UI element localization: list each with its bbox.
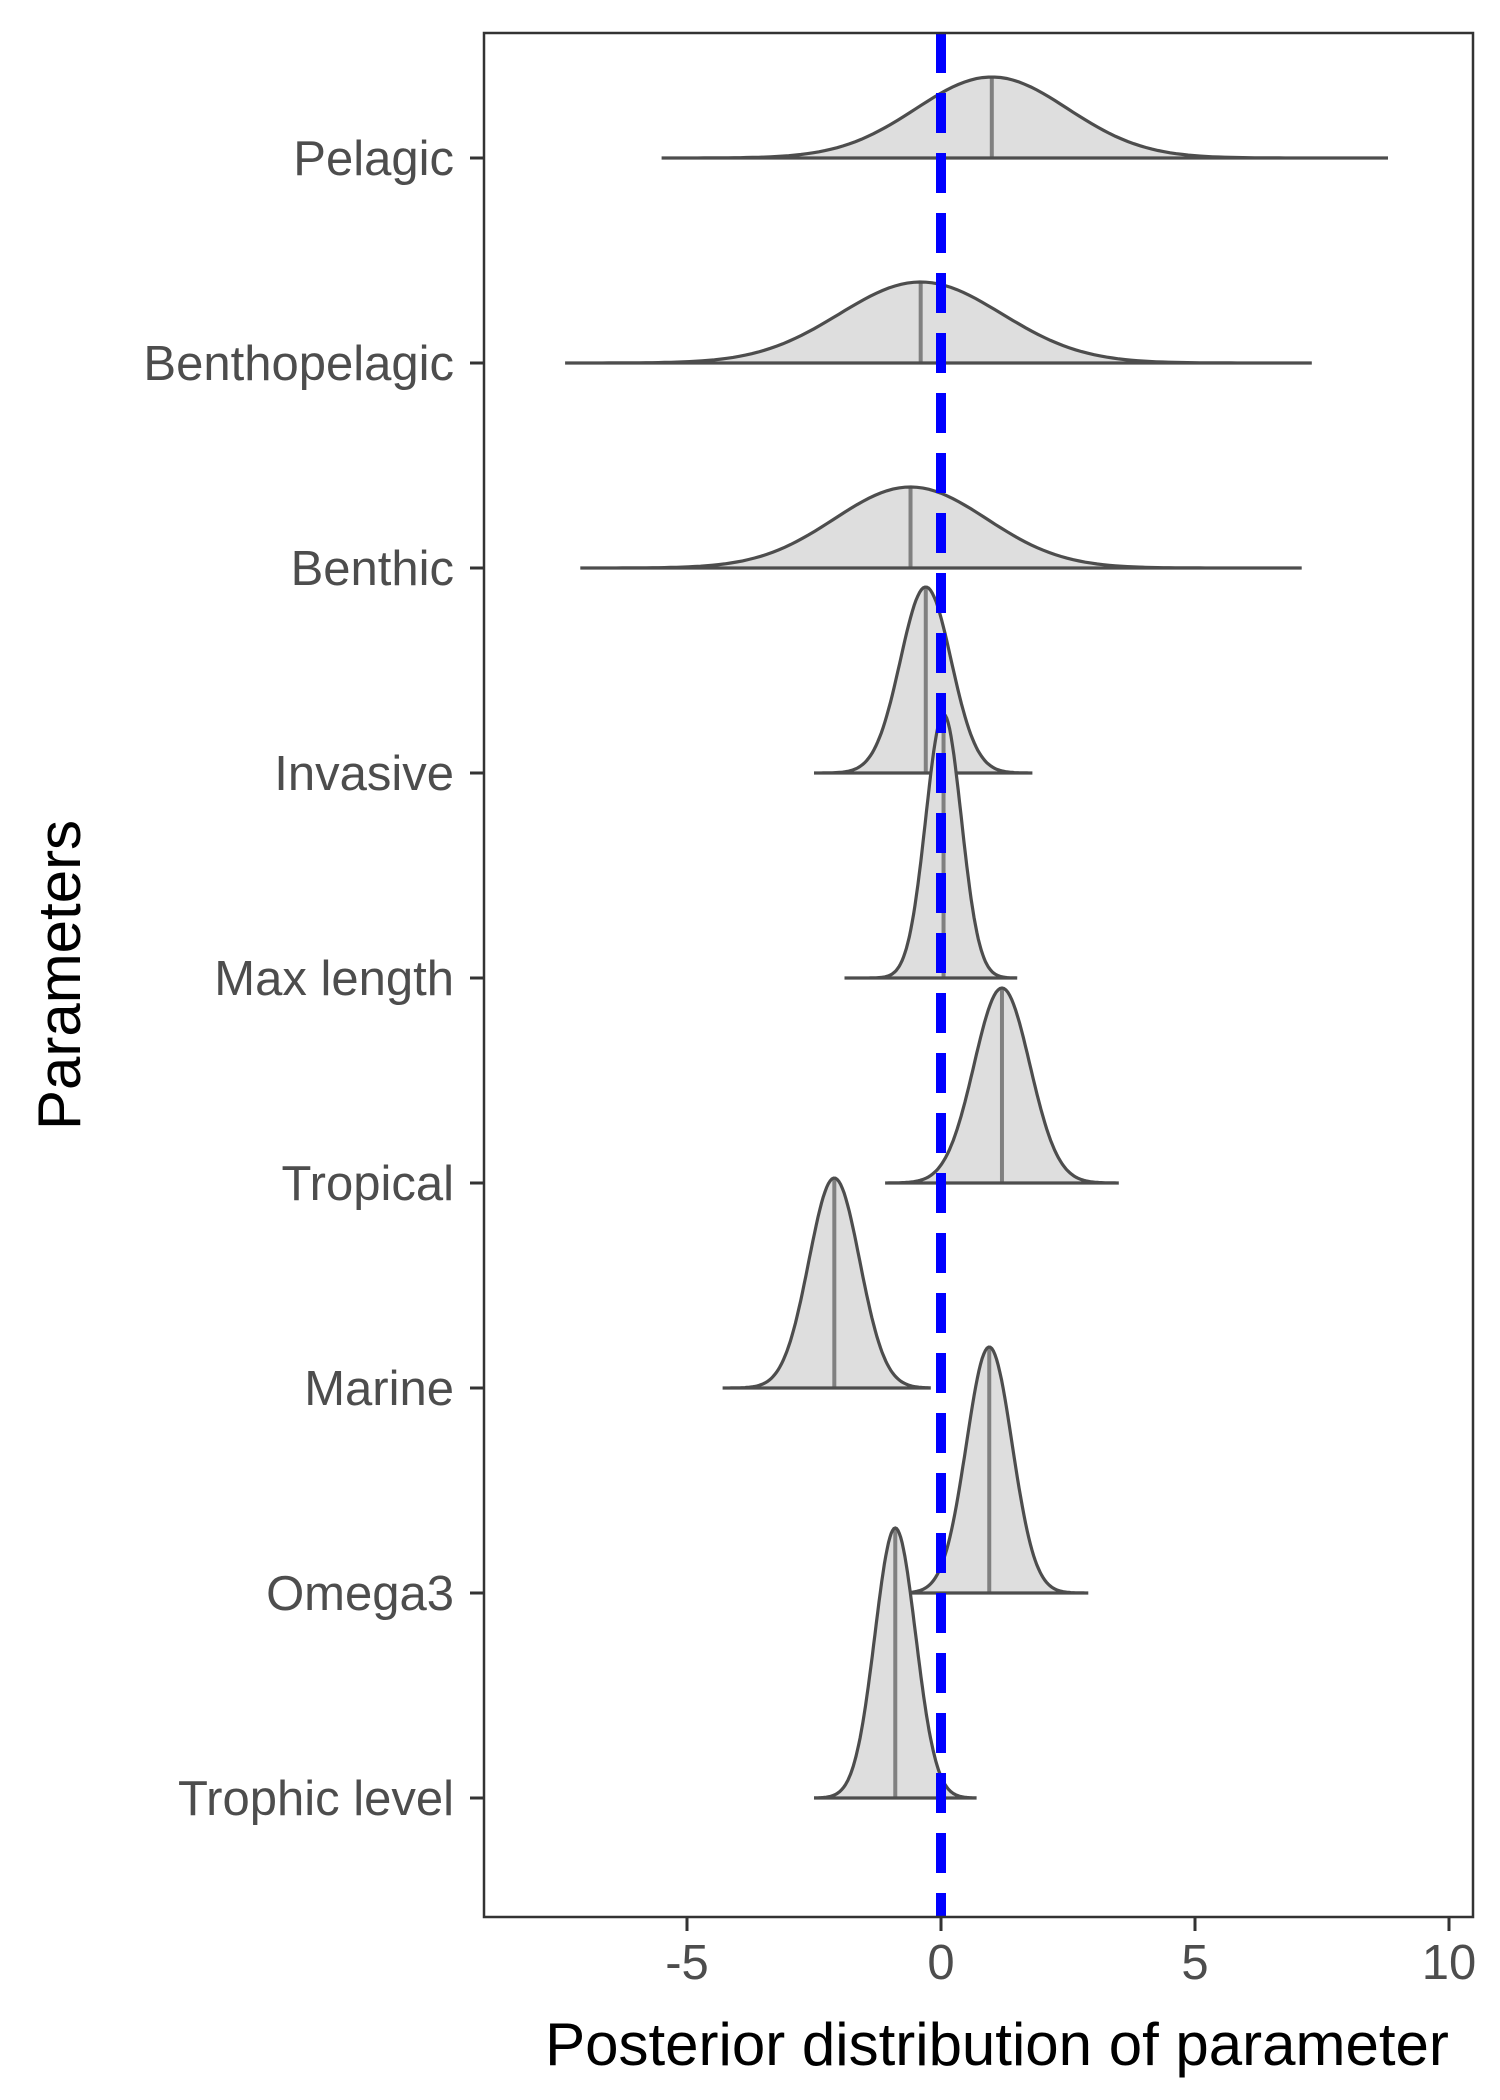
y-tick-label-marine: Marine [304,1362,454,1416]
ridge-outline-trophic-level [814,1526,977,1800]
x-axis: -5 0 5 10 [665,1917,1476,1990]
ridge-outline-tropical [885,986,1119,1185]
ridge-fill-marine [722,1178,931,1388]
y-axis: Pelagic Benthopelagic Benthic Invasive Max l… [143,132,484,1826]
ridge-outline-omega3 [895,1345,1089,1595]
ridge-outline-marine [722,1176,931,1390]
ridge-series-group [565,75,1388,1800]
y-tick-label-omega3: Omega3 [266,1567,454,1621]
ridge-fill-pelagic [661,77,1388,158]
ridge-fill-benthopelagic [565,282,1312,363]
x-axis-title: Posterior distribution of parameter [545,2011,1449,2078]
y-tick-label-invasive: Invasive [274,747,454,801]
y-tick-label-tropical: Tropical [282,1157,454,1211]
y-tick-label-benthic: Benthic [291,542,454,596]
ridge-fill-omega3 [895,1347,1089,1593]
x-tick-label-1: 0 [927,1936,954,1990]
y-tick-label-pelagic: Pelagic [293,132,454,186]
x-tick-label-3: 10 [1422,1936,1477,1990]
x-tick-label-0: -5 [665,1936,709,1990]
y-tick-label-trophic-level: Trophic level [178,1772,454,1826]
y-tick-label-max-length: Max length [214,952,454,1006]
ridge-outline-max-length [844,712,1018,980]
ridge-outline-invasive [814,585,1033,775]
ridge-outline-benthic [580,485,1302,570]
ridge-fill-invasive [814,587,1033,773]
plot-panel-border [482,31,1475,1919]
y-axis-title: Parameters [26,820,93,1130]
ridge-outline-pelagic [661,75,1388,160]
y-tick-label-benthopelagic: Benthopelagic [143,337,454,391]
x-tick-label-2: 5 [1181,1936,1208,1990]
ridge-fill-max-length [844,714,1018,978]
